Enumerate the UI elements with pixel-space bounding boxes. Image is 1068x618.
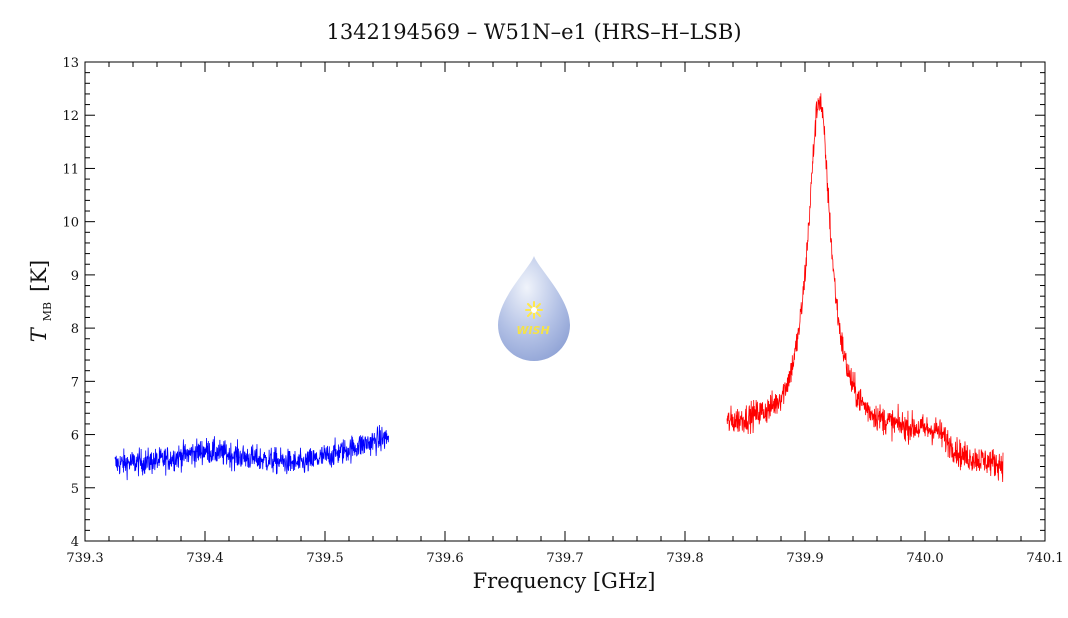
x-axis-label: Frequency [GHz]	[473, 569, 656, 593]
plot-frame	[84, 61, 1046, 542]
series-1-line	[726, 93, 1004, 482]
svg-text:T MB [K]: T MB [K]	[27, 260, 55, 342]
x-tick-label: 739.5	[306, 551, 343, 566]
y-tick-labels: 4 5 6 7 8 9 10 11 12 13	[62, 56, 79, 550]
x-tick-label: 740.0	[906, 551, 943, 566]
y-tick-label: 7	[71, 375, 79, 390]
y-tick-label: 11	[62, 162, 79, 177]
y-tick-label: 8	[71, 322, 79, 337]
y-tick-label: 13	[62, 56, 79, 71]
series-layer	[114, 93, 1004, 482]
logo-text: WISH	[516, 324, 549, 337]
x-tick-label: 739.4	[186, 551, 223, 566]
y-tick-label: 12	[62, 109, 79, 124]
x-tick-label: 740.1	[1026, 551, 1063, 566]
y-tick-label: 4	[71, 535, 79, 550]
x-tick-label: 739.3	[66, 551, 103, 566]
y-tick-label: 9	[71, 269, 79, 284]
y-axis-subscript: MB	[41, 302, 54, 321]
y-axis-symbol: T	[27, 326, 51, 342]
x-tick-label: 739.8	[666, 551, 703, 566]
series-0-line	[114, 424, 389, 481]
axis-ticks	[84, 61, 1046, 542]
y-tick-label: 6	[71, 429, 79, 444]
chart-title: 1342194569 – W51N–e1 (HRS–H–LSB)	[326, 20, 741, 44]
x-tick-labels: 739.3 739.4 739.5 739.6 739.7 739.8 739.9 740.0…	[66, 551, 1063, 566]
y-axis-unit: [K]	[27, 260, 51, 292]
x-tick-label: 739.9	[786, 551, 823, 566]
y-tick-label: 5	[71, 482, 79, 497]
wish-logo: WISH	[498, 256, 570, 361]
x-tick-label: 739.7	[546, 551, 583, 566]
x-tick-label: 739.6	[426, 551, 463, 566]
y-tick-label: 10	[62, 216, 79, 231]
y-axis-label: T MB [K]	[27, 260, 55, 342]
